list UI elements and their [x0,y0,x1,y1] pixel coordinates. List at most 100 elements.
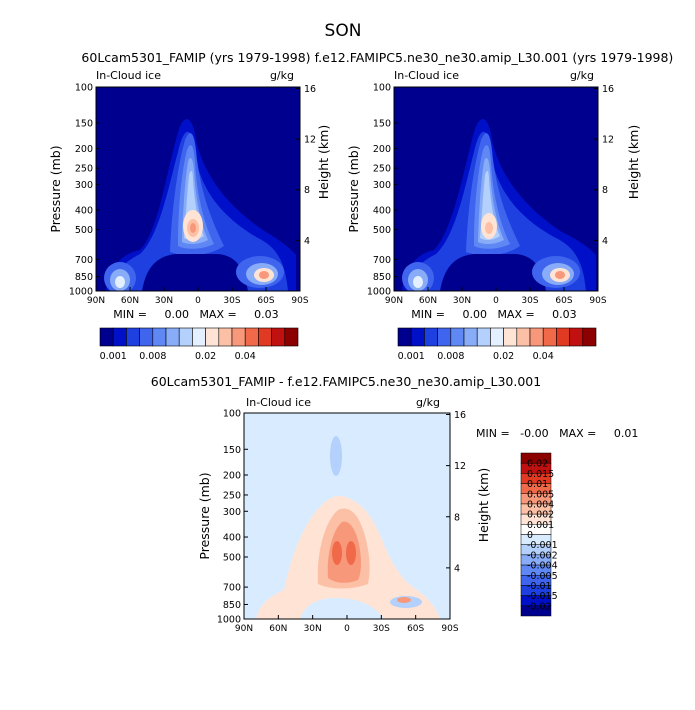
panel-1-latitude-tick-label: 0 [195,296,201,306]
panel-1-pressure-tick-label: 150 [75,118,93,129]
panel-1-latitude-tick-label: 60N [121,296,139,306]
panel-2-axes: 100 150 200 250 300 400 500 700 850 1000 16 12 8 4 90N… [367,83,614,307]
panel-2-latitude-tick-label: 90N [385,296,403,306]
panel-2-units-label: g/kg [570,69,594,82]
diff-panel: 60Lcam5301_FAMIP - f.e12.FAMIPC5.ne30_ne… [151,374,639,634]
panel-1-colorbar-swatch [205,327,220,347]
panel-1-latitude-tick-label: 30S [223,296,240,306]
panel-1-height-tick-label: 16 [304,84,316,95]
diff-panel-colorbar-label: 0 [527,530,533,541]
panel-1-height-tick-label: 8 [304,185,310,196]
panel-2-height-tick-label: 8 [602,185,608,196]
panel-1-pressure-tick-label: 850 [75,272,93,283]
panel-2-lower-gap [440,254,546,291]
diff-panel-colorbar-label: -0.02 [527,601,552,612]
diff-panel-height-tick-label: 8 [454,512,460,523]
diff-panel-pressure-tick-label: 500 [223,552,241,563]
panel-1-variable-label: In-Cloud ice [96,69,161,82]
diff-panel-pressure-tick-label: 100 [223,409,241,420]
panel-1-pressure-tick-label: 200 [75,144,93,155]
panel-1-pressure-tick-label: 100 [75,83,93,94]
panel-1-right-blob-core [259,271,269,279]
diff-positive-core-left [332,541,342,565]
diff-panel-units-label: g/kg [416,396,440,409]
diff-panel-latitude-tick-label: 30N [304,624,322,634]
diff-panel-colorbar-label: 0.004 [527,499,554,510]
diff-panel-pressure-tick-label: 200 [223,471,241,482]
panel-2-colorbar-label: 0.04 [533,351,554,362]
diff-negative-upper-plume [330,436,342,476]
diff-panel-colorbar-label: -0.005 [527,571,558,582]
diff-positive-level-3 [327,521,361,583]
panel-2-min-max: MIN = 0.00 MAX = 0.03 [411,308,576,321]
diff-panel-colorbar-label: -0.015 [527,591,558,602]
panel-2-colorbar-swatch [424,327,438,347]
panel-1-colorbar-label: 0.008 [139,351,166,362]
panel-2-latitude-tick-label: 60N [419,296,437,306]
diff-positive-gap [300,598,384,619]
panel-1-left-blob-inner [115,276,125,288]
panel-2-latitude-tick-label: 90S [589,296,606,306]
panel-1-colorbar-swatch [165,327,180,347]
panel-2-latitude-tick-label: 0 [493,296,499,306]
diff-panel-latitude-tick-label: 60N [269,624,287,634]
diff-panel-height-tick-label: 4 [454,563,460,574]
panel-2-colorbar-swatch [529,327,544,347]
panel-2-pressure-tick-label: 850 [373,272,391,283]
panel-1-y-axis-label: Pressure (mb) [48,145,63,232]
panel-2-y-axis-label: Pressure (mb) [346,145,361,232]
panel-2-pressure-tick-label: 250 [373,164,391,175]
panel-1-pressure-tick-label: 250 [75,164,93,175]
panel-2-height-tick-label: 12 [602,135,614,146]
panel-2-colorbar: 0.001 0.008 0.02 0.04 [398,327,597,362]
diff-panel-min-max: MIN = -0.00 MAX = 0.01 [476,427,638,440]
panel-2-colorbar-swatch [490,327,504,347]
panel-1-colorbar-label: 0.001 [100,351,127,362]
panel-1-core-3 [190,223,196,233]
panel-1-pressure-tick-label: 300 [75,180,93,191]
panel-2-colorbar-label: 0.02 [493,351,514,362]
panel-1-title: 60Lcam5301_FAMIP (yrs 1979-1998) [81,50,310,65]
panel-2-colorbar-label: 0.008 [437,351,464,362]
panel-1-height-tick-label: 4 [304,236,310,247]
panel-1-latitude-tick-label: 90N [87,296,105,306]
panel-2-pressure-tick-label: 300 [373,180,391,191]
panel-1-colorbar-swatch [192,327,206,347]
panel-1-pressure-tick-label: 400 [75,205,93,216]
season-title: SON [325,21,362,41]
panel-1-min-max: MIN = 0.00 MAX = 0.03 [113,308,278,321]
panel-2-pressure-tick-label: 1000 [367,287,391,298]
diff-panel-colorbar-label: 0.002 [527,510,554,521]
panel-1-colorbar-swatch [258,327,272,347]
diff-positive-right-core [397,597,411,603]
panel-1-pressure-tick-label: 700 [75,255,93,266]
panel-1: 60Lcam5301_FAMIP (yrs 1979-1998) In-Clou… [48,50,331,362]
panel-1-colorbar-swatch [231,327,246,347]
panel-2-pressure-tick-label: 100 [373,83,391,94]
panel-1-colorbar-swatch [112,327,127,347]
diff-panel-latitude-tick-label: 60S [407,624,424,634]
panel-2-pressure-tick-label: 400 [373,205,391,216]
diff-panel-pressure-tick-label: 150 [223,445,241,456]
diff-panel-pressure-tick-label: 250 [223,490,241,501]
diff-panel-colorbar-label: -0.002 [527,550,558,561]
panel-1-colorbar-swatch [178,327,193,347]
diff-panel-colorbar-label: -0.01 [527,581,552,592]
panel-2-contours [402,119,596,291]
diff-panel-right-axis-label: Height (km) [476,468,491,542]
panel-1-colorbar-swatch [126,327,140,347]
diff-panel-latitude-tick-label: 0 [344,624,350,634]
panel-1-axes: 100 150 200 250 300 400 500 700 850 1000 16 12 8 4 90N… [69,83,316,307]
diff-panel-colorbar-label: 0.015 [527,469,554,480]
panel-2-colorbar-swatch [516,327,531,347]
panel-1-contours [104,119,296,291]
panel-1-colorbar-swatch [218,327,233,347]
panel-2-colorbar-swatch [556,327,570,347]
diff-panel-pressure-tick-label: 300 [223,507,241,518]
panel-2-pressure-tick-label: 200 [373,144,391,155]
diff-panel-colorbar-swatch [520,605,552,617]
panel-2-pressure-tick-label: 150 [373,118,391,129]
panel-2-height-tick-label: 4 [602,236,608,247]
panel-1-pressure-tick-label: 1000 [69,287,93,298]
